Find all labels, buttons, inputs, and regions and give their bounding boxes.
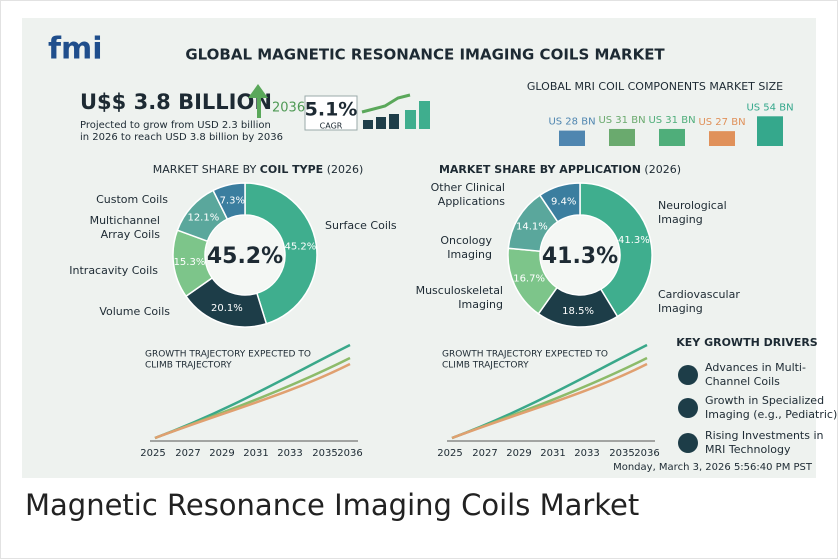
headline-note: in 2026 to reach USD 3.8 billion by 2036: [80, 132, 283, 143]
bar-label: US 28 BN: [548, 117, 595, 128]
driver-text: Advances in Multi-: [705, 361, 806, 374]
x-label: 2027: [175, 448, 200, 459]
trajectory-title: CLIMB TRAJECTORY: [442, 361, 529, 371]
components-title: GLOBAL MRI COIL COMPONENTS MARKET SIZE: [527, 80, 783, 93]
driver-text: Growth in Specialized: [705, 394, 824, 407]
x-label: 2031: [540, 448, 565, 459]
slice-name: Neurological: [658, 199, 727, 212]
title: GLOBAL MAGNETIC RESONANCE IMAGING COILS …: [185, 46, 665, 64]
caption: Magnetic Resonance Imaging Coils Market: [25, 488, 639, 522]
slice-name: Custom Coils: [96, 193, 168, 206]
driver-text: Rising Investments in: [705, 429, 824, 442]
x-label: 2025: [437, 448, 462, 459]
slice-name: Multichannel: [90, 214, 160, 227]
cagr-value: 5.1%: [305, 99, 358, 121]
driver-icon: [678, 398, 698, 418]
bar-label: US 31 BN: [598, 115, 645, 126]
timestamp: Monday, March 3, 2026 5:56:40 PM PST: [613, 462, 813, 473]
donut-title-part: (2026): [641, 163, 681, 176]
driver-icon: [678, 365, 698, 385]
donut-center: 45.2%: [207, 244, 283, 269]
drivers-title: KEY GROWTH DRIVERS: [676, 336, 818, 349]
slice-name: Imaging: [658, 213, 703, 226]
bar-label: US 31 BN: [648, 115, 695, 126]
bar-label: US 27 BN: [698, 117, 745, 128]
slice-label: 9.4%: [551, 196, 576, 207]
donut-title: MARKET SHARE BY COIL TYPE (2026): [153, 163, 364, 176]
driver-icon: [678, 433, 698, 453]
slice-label: 20.1%: [211, 303, 243, 314]
driver-text: Imaging (e.g., Pediatric): [705, 408, 837, 421]
headline-value: U$$ 3.8 BILLION: [80, 90, 272, 114]
slice-name: Oncology: [440, 234, 492, 247]
slice-name: Cardiovascular: [658, 288, 740, 301]
trajectory-title: CLIMB TRAJECTORY: [145, 361, 232, 371]
logo: fmi: [48, 32, 103, 67]
headline-note: Projected to grow from USD 2.3 billion: [80, 120, 271, 131]
x-label: 2029: [506, 448, 531, 459]
headline-year: 2036: [272, 101, 305, 116]
x-label: 2035: [312, 448, 337, 459]
cagr-label: CAGR: [320, 122, 343, 131]
slice-label: 18.5%: [562, 306, 594, 317]
donut-title-part: MARKET SHARE BY: [153, 163, 260, 176]
slice-label: 45.2%: [284, 242, 316, 253]
slice-label: 14.1%: [516, 221, 548, 232]
bar: [609, 129, 635, 146]
donut-center: 41.3%: [542, 244, 618, 269]
slice-label: 15.3%: [174, 257, 206, 268]
slice-name: Musculoskeletal: [416, 284, 503, 297]
driver-text: MRI Technology: [705, 443, 791, 456]
slice-name: Intracavity Coils: [69, 264, 158, 277]
slice-name: Imaging: [447, 248, 492, 261]
x-label: 2027: [472, 448, 497, 459]
donut-title-part: MARKET SHARE BY APPLICATION: [439, 163, 641, 176]
trajectory-title: GROWTH TRAJECTORY EXPECTED TO: [442, 350, 608, 360]
slice-label: 7.3%: [220, 195, 245, 206]
slice-label: 12.1%: [187, 213, 219, 224]
slice-name: Applications: [438, 195, 505, 208]
donut-title-part: COIL TYPE: [260, 163, 323, 176]
bar: [659, 129, 685, 146]
slice-name: Surface Coils: [325, 219, 397, 232]
slice-name: Volume Coils: [99, 305, 170, 318]
bar: [709, 131, 735, 146]
bar: [757, 116, 783, 146]
driver-text: Channel Coils: [705, 375, 780, 388]
x-label: 2031: [243, 448, 268, 459]
x-label: 2036: [337, 448, 362, 459]
slice-label: 41.3%: [618, 235, 650, 246]
slice-name: Imaging: [458, 298, 503, 311]
x-label: 2033: [277, 448, 302, 459]
bar: [559, 131, 585, 146]
trajectory-title: GROWTH TRAJECTORY EXPECTED TO: [145, 350, 311, 360]
x-label: 2029: [209, 448, 234, 459]
x-label: 2025: [140, 448, 165, 459]
x-label: 2033: [574, 448, 599, 459]
x-label: 2036: [634, 448, 659, 459]
slice-name: Array Coils: [101, 228, 161, 241]
slice-name: Other Clinical: [431, 181, 505, 194]
page: fmi GLOBAL MAGNETIC RESONANCE IMAGING CO…: [0, 0, 838, 559]
donut-title: MARKET SHARE BY APPLICATION (2026): [439, 163, 681, 176]
donut-title-part: (2026): [323, 163, 363, 176]
x-label: 2035: [609, 448, 634, 459]
slice-label: 16.7%: [513, 273, 545, 284]
slice-name: Imaging: [658, 302, 703, 315]
bar-label: US 54 BN: [746, 102, 793, 113]
